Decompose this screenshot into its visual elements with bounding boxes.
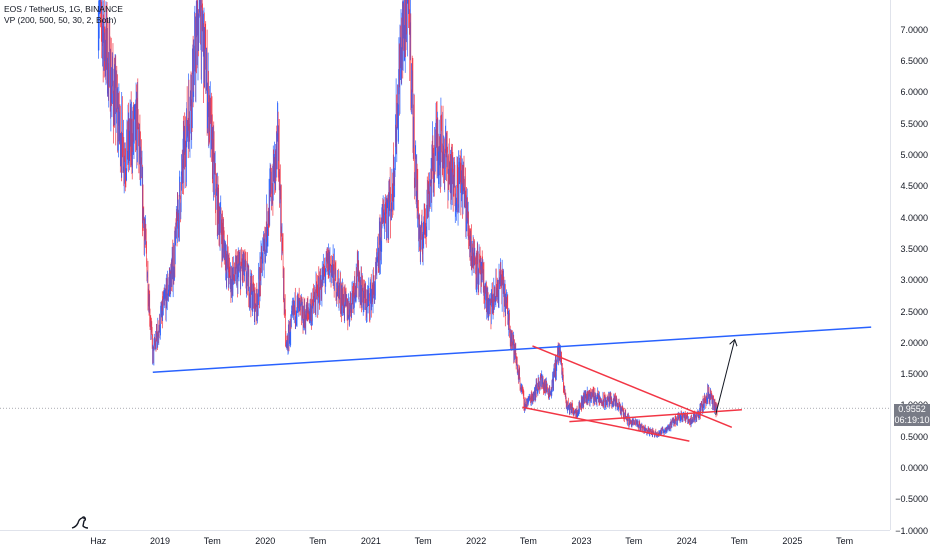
price-tick-label: 3.0000 <box>900 275 928 286</box>
time-tick-label: Tem <box>836 536 854 546</box>
price-axis[interactable]: 7.0000 6.5000 6.0000 5.5000 5.0000 4.5000 4.00… <box>890 0 932 536</box>
support-trendline <box>152 326 872 373</box>
price-tick-label: 5.0000 <box>900 150 928 160</box>
target-arrow <box>715 340 735 415</box>
symbol-legend[interactable]: EOS / TetherUS, 1G, BINANCE <box>4 4 123 14</box>
time-tick-label: Tem <box>414 536 432 546</box>
price-tick-label: 3.5000 <box>900 243 928 254</box>
indicator-legend[interactable]: VP (200, 500, 50, 30, 2, Both) <box>4 15 117 25</box>
price-tick-label: 4.0000 <box>900 212 928 223</box>
price-chart[interactable] <box>0 0 890 530</box>
wedge-lower-trendline <box>522 406 690 442</box>
price-tick-label: 5.5000 <box>900 118 928 129</box>
time-tick-label: Tem <box>625 536 643 546</box>
breakout-trendline <box>569 409 742 423</box>
candle-countdown-label: 06:19:10 <box>894 415 930 426</box>
time-tick-label: Haz <box>90 536 107 546</box>
wedge-upper-trendline <box>532 345 733 429</box>
price-tick-label: 0.0000 <box>900 463 928 473</box>
tradingview-dino-icon[interactable] <box>70 514 92 530</box>
time-tick-label: 2023 <box>571 536 592 546</box>
time-tick-label: Tem <box>203 536 221 546</box>
time-tick-label: 2025 <box>782 536 803 546</box>
price-tick-label: 0.5000 <box>900 431 928 442</box>
time-tick-label: Tem <box>309 536 327 546</box>
price-tick-label: 4.5000 <box>900 181 928 192</box>
time-tick-label: 2019 <box>149 536 171 546</box>
price-tick-label: 2.5000 <box>900 306 928 317</box>
price-tick-label: 6.0000 <box>900 87 928 98</box>
price-tick-label: 7.0000 <box>900 24 928 35</box>
price-tick-label: −1.0000 <box>895 525 928 536</box>
time-tick-label: Tem <box>730 536 748 546</box>
price-tick-label: 6.5000 <box>900 56 928 67</box>
time-tick-label: 2024 <box>676 536 697 546</box>
time-tick-label: 2022 <box>466 536 487 546</box>
time-axis[interactable]: Haz 2019 Tem 2020 Tem 2021 Tem 2022 Tem 2023 Tem 20… <box>0 530 890 551</box>
price-tick-label: 1.5000 <box>900 369 928 380</box>
time-tick-label: Tem <box>519 536 537 546</box>
candles-group <box>97 0 718 438</box>
chart-area[interactable]: EOS / TetherUS, 1G, BINANCE VP (200, 500… <box>0 0 890 530</box>
price-tick-label: 2.0000 <box>900 337 928 348</box>
time-tick-label: 2021 <box>360 536 381 546</box>
current-price-label: 0.9552 <box>894 404 930 415</box>
time-tick-label: 2020 <box>255 536 276 546</box>
price-tick-label: −0.5000 <box>895 494 928 505</box>
